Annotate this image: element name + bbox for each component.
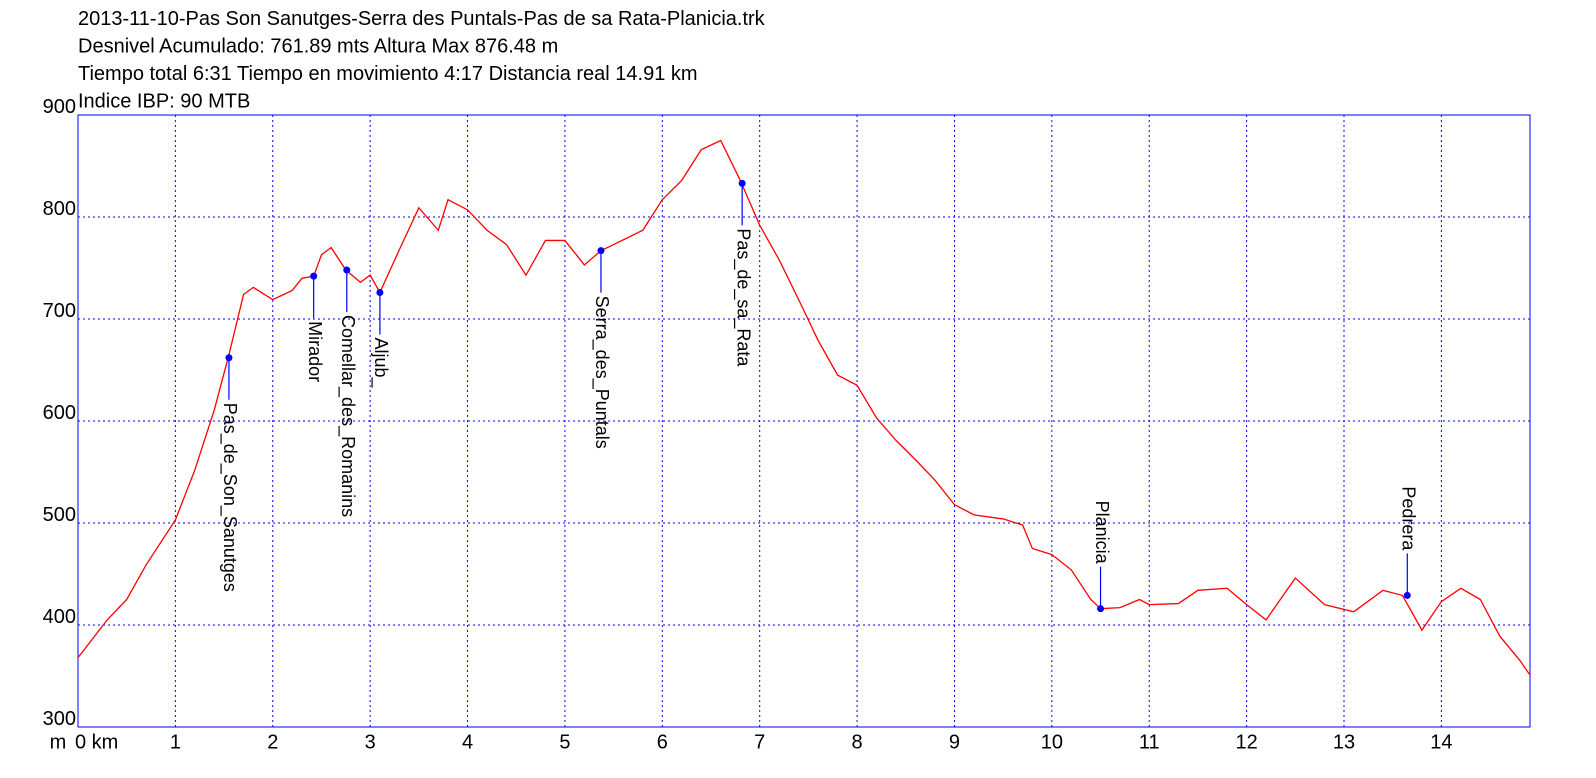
waypoint-marker bbox=[1403, 591, 1411, 599]
y-tick-label: 800 bbox=[43, 198, 76, 220]
x-tick-label: 11 bbox=[1139, 731, 1160, 753]
waypoint-label: Mirador bbox=[305, 321, 325, 382]
plot-frame bbox=[77, 114, 1531, 728]
y-tick-label: 600 bbox=[43, 402, 76, 424]
title-line: 2013-11-10-Pas Son Sanutges-Serra des Pu… bbox=[78, 8, 766, 30]
y-tick-label: 900 bbox=[43, 96, 76, 118]
title-line: Indice IBP: 90 MTB bbox=[78, 91, 250, 113]
x-tick-label: 9 bbox=[949, 731, 960, 753]
waypoint-label: Pedrera bbox=[1399, 486, 1419, 551]
y-tick-label: 400 bbox=[43, 606, 76, 628]
y-tick-label: 700 bbox=[43, 300, 76, 322]
y-axis-label: m bbox=[50, 731, 67, 753]
waypoint-marker bbox=[738, 179, 746, 187]
x-tick-label: 13 bbox=[1333, 731, 1355, 753]
x-tick-label: 3 bbox=[365, 731, 376, 753]
waypoint-label: Serra_des_Puntals bbox=[591, 296, 612, 449]
title-line: Desnivel Acumulado: 761.89 mts Altura Ma… bbox=[78, 36, 558, 58]
waypoint-marker bbox=[225, 354, 233, 362]
waypoint-label: Planicia bbox=[1092, 501, 1112, 565]
waypoint-label: Aljub_ bbox=[370, 337, 391, 388]
x-tick-label: 2 bbox=[267, 731, 278, 753]
waypoint-marker bbox=[597, 247, 605, 255]
x-tick-label: 7 bbox=[754, 731, 765, 753]
y-tick-label: 500 bbox=[43, 504, 76, 526]
x-tick-label: 4 bbox=[462, 731, 473, 753]
x-tick-label: 6 bbox=[657, 731, 668, 753]
x-tick-label: 12 bbox=[1235, 731, 1257, 753]
waypoint-marker bbox=[310, 272, 318, 280]
x-tick-label: 5 bbox=[559, 731, 570, 753]
waypoint-label: Comellar_des_Romanins bbox=[337, 315, 358, 517]
x-tick-label: 10 bbox=[1041, 731, 1063, 753]
x-tick-label: 1 bbox=[170, 731, 181, 753]
x-tick-label: 8 bbox=[852, 731, 863, 753]
waypoint-marker bbox=[376, 288, 384, 296]
waypoint-marker bbox=[343, 266, 351, 274]
x-tick-label: 0 km bbox=[75, 731, 118, 753]
waypoint-marker bbox=[1097, 605, 1105, 613]
title-line: Tiempo total 6:31 Tiempo en movimiento 4… bbox=[78, 63, 698, 85]
x-tick-label: 14 bbox=[1430, 731, 1452, 753]
elevation-line bbox=[77, 139, 1531, 676]
waypoint-label: Pas_de_sa_Rata bbox=[732, 228, 753, 367]
waypoint-label: Pas_de_Son_Sanutges bbox=[219, 403, 240, 592]
y-tick-label: 300 bbox=[43, 708, 76, 730]
